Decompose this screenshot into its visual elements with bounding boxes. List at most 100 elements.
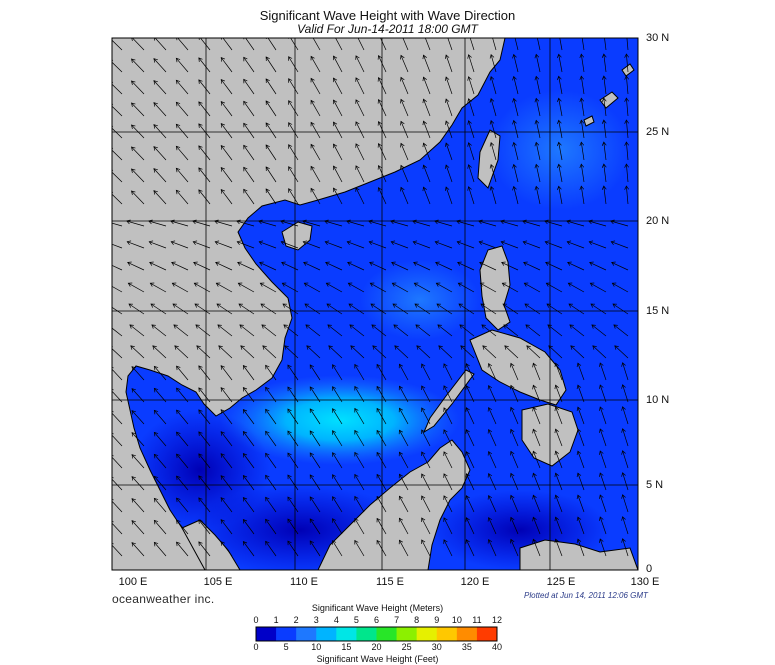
wave-arrow	[348, 282, 365, 293]
wave-arrow-head	[220, 145, 226, 150]
wave-arrow-head	[332, 408, 337, 413]
wave-arrow	[611, 241, 629, 249]
wave-arrow-head	[377, 98, 383, 104]
wave-arrow	[378, 99, 387, 117]
wave-arrow	[309, 408, 321, 425]
wave-arrow	[532, 451, 541, 469]
wave-arrow-head	[126, 240, 132, 246]
wave-arrow-head	[445, 33, 449, 37]
wave-arrow-head	[242, 364, 248, 370]
wave-arrow	[349, 324, 365, 337]
wave-arrow-head	[347, 282, 353, 287]
wave-arrow-head	[504, 345, 509, 350]
wave-arrow-head	[174, 345, 179, 350]
wave-arrow	[599, 384, 607, 403]
wave-arrow	[195, 324, 211, 337]
wave-arrow	[577, 384, 585, 403]
wave-arrow-head	[487, 450, 493, 456]
wave-arrow-head	[220, 189, 226, 194]
wave-arrow	[239, 324, 255, 337]
wave-arrow-head	[176, 365, 181, 371]
wave-arrow-head	[421, 473, 426, 479]
wave-arrow	[354, 386, 365, 403]
wave-arrow	[198, 387, 211, 403]
wave-arrow-head	[390, 240, 396, 246]
wave-arrow-head	[610, 219, 615, 225]
colorbar-swatch	[396, 627, 418, 641]
wave-arrow	[176, 124, 189, 139]
wave-arrow	[173, 324, 189, 337]
wave-arrow-head	[479, 261, 484, 266]
wave-arrow	[112, 285, 123, 293]
wave-arrow-head	[590, 303, 596, 308]
wave-arrow-head	[376, 385, 381, 391]
wave-arrow-head	[591, 324, 596, 329]
colorbar-meters-tick: 0	[253, 615, 259, 625]
wave-arrow-head	[557, 32, 561, 36]
land-philippines-central	[469, 329, 567, 406]
wave-arrow-head	[444, 164, 450, 169]
wave-arrow-head	[198, 519, 203, 524]
wave-arrow-head	[126, 219, 131, 225]
wave-arrow-head	[288, 166, 293, 171]
wave-arrow-head	[220, 387, 225, 392]
wave-arrow	[154, 432, 167, 447]
wave-arrow	[513, 76, 519, 95]
wave-arrow-head	[487, 494, 493, 500]
wave-arrow	[504, 345, 519, 359]
wave-arrow	[468, 98, 475, 117]
wave-arrow	[443, 385, 453, 403]
colorbar-meters-tick: 1	[273, 615, 279, 625]
wave-arrow	[309, 452, 321, 469]
wave-arrow	[112, 264, 123, 271]
plot-frame	[111, 37, 639, 571]
wave-arrow-head	[173, 324, 178, 329]
wave-field-mid	[360, 260, 480, 340]
wave-arrow	[260, 303, 277, 315]
wave-arrow	[626, 164, 629, 183]
wave-arrow-head	[220, 431, 225, 436]
wave-arrow-head	[240, 345, 245, 350]
wave-arrow-head	[265, 100, 270, 106]
wave-arrow-head	[489, 54, 495, 59]
wave-arrow	[198, 57, 211, 73]
wave-arrow	[198, 453, 211, 469]
wave-arrow	[332, 474, 343, 491]
wave-arrow-head	[198, 453, 203, 458]
wave-arrow	[280, 220, 299, 227]
wave-arrow	[465, 451, 475, 469]
wave-arrow	[399, 496, 409, 513]
wave-arrow	[265, 365, 277, 381]
wave-arrow-head	[325, 282, 331, 287]
wave-arrow-head	[376, 451, 381, 457]
wave-arrow	[371, 324, 387, 337]
wave-arrow	[215, 241, 233, 249]
wave-arrow	[488, 517, 497, 535]
wave-arrow	[488, 495, 497, 513]
wave-arrow-head	[368, 219, 373, 225]
wave-arrow	[236, 220, 255, 227]
wave-arrow-head	[192, 240, 198, 246]
wave-arrow-head	[332, 121, 338, 127]
wave-arrow-head	[512, 185, 517, 191]
wave-arrow-head	[467, 76, 472, 81]
wave-arrow	[288, 78, 299, 95]
wave-arrow	[558, 76, 563, 95]
wave-arrow	[259, 241, 277, 249]
wave-arrow	[392, 282, 409, 293]
wave-arrow	[580, 98, 585, 117]
lon-label-100: 100 E	[118, 576, 148, 588]
lat-label-20: 20 N	[646, 215, 670, 227]
wave-arrow-head	[287, 540, 292, 546]
wave-arrow-head	[355, 77, 360, 82]
wave-arrow-head	[422, 98, 427, 104]
colorbar-swatch	[436, 627, 458, 641]
wave-arrow	[537, 38, 541, 51]
wave-arrow	[220, 453, 233, 469]
wave-arrow	[198, 409, 211, 425]
wave-arrow-head	[554, 450, 559, 456]
wave-arrow	[458, 303, 475, 315]
wave-arrow	[532, 407, 541, 425]
wave-arrow-head	[378, 34, 382, 38]
wave-arrow	[603, 186, 607, 205]
